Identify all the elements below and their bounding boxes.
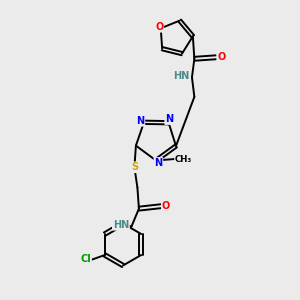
Text: N: N: [154, 158, 163, 168]
Text: O: O: [162, 201, 170, 211]
Text: N: N: [165, 114, 173, 124]
Text: HN: HN: [173, 71, 190, 81]
Text: HN: HN: [113, 220, 129, 230]
Text: O: O: [217, 52, 226, 62]
Text: S: S: [131, 162, 138, 172]
Text: N: N: [136, 116, 144, 126]
Text: O: O: [155, 22, 164, 32]
Text: CH₃: CH₃: [175, 154, 192, 164]
Text: Cl: Cl: [80, 254, 91, 265]
